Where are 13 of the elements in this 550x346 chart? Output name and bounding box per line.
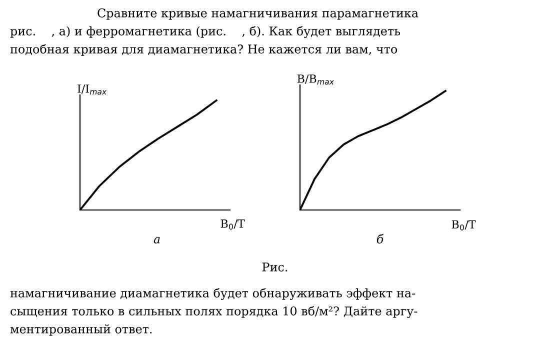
text: а <box>154 236 160 244</box>
text: рис. , а) и ферромагнетика (рис. , б). Как будет выглядеть <box>10 26 400 38</box>
x-axis-title: B$_{0}$/T <box>452 220 476 230</box>
text: сыщения только в сильных полях порядка 10 вб/м²? Дайте аргу- <box>10 306 418 318</box>
y-axis-title: B/B$_{max}$ <box>297 74 334 85</box>
text: намагничивание диамагнетика будет обнаруживать эффект на- <box>10 288 416 300</box>
y-axis-title: I/I$_{max}$ <box>78 84 107 95</box>
x-axis-title: B$_{0}$/T <box>220 220 245 230</box>
text: подобная кривая для диамагнетика? Не кажется ли вам, что <box>10 44 398 56</box>
text: ментированный ответ. <box>10 324 152 336</box>
text: б <box>376 234 384 244</box>
text: Рис. <box>262 262 288 272</box>
text: Сравните кривые намагничивания парамагнетика <box>98 8 418 20</box>
